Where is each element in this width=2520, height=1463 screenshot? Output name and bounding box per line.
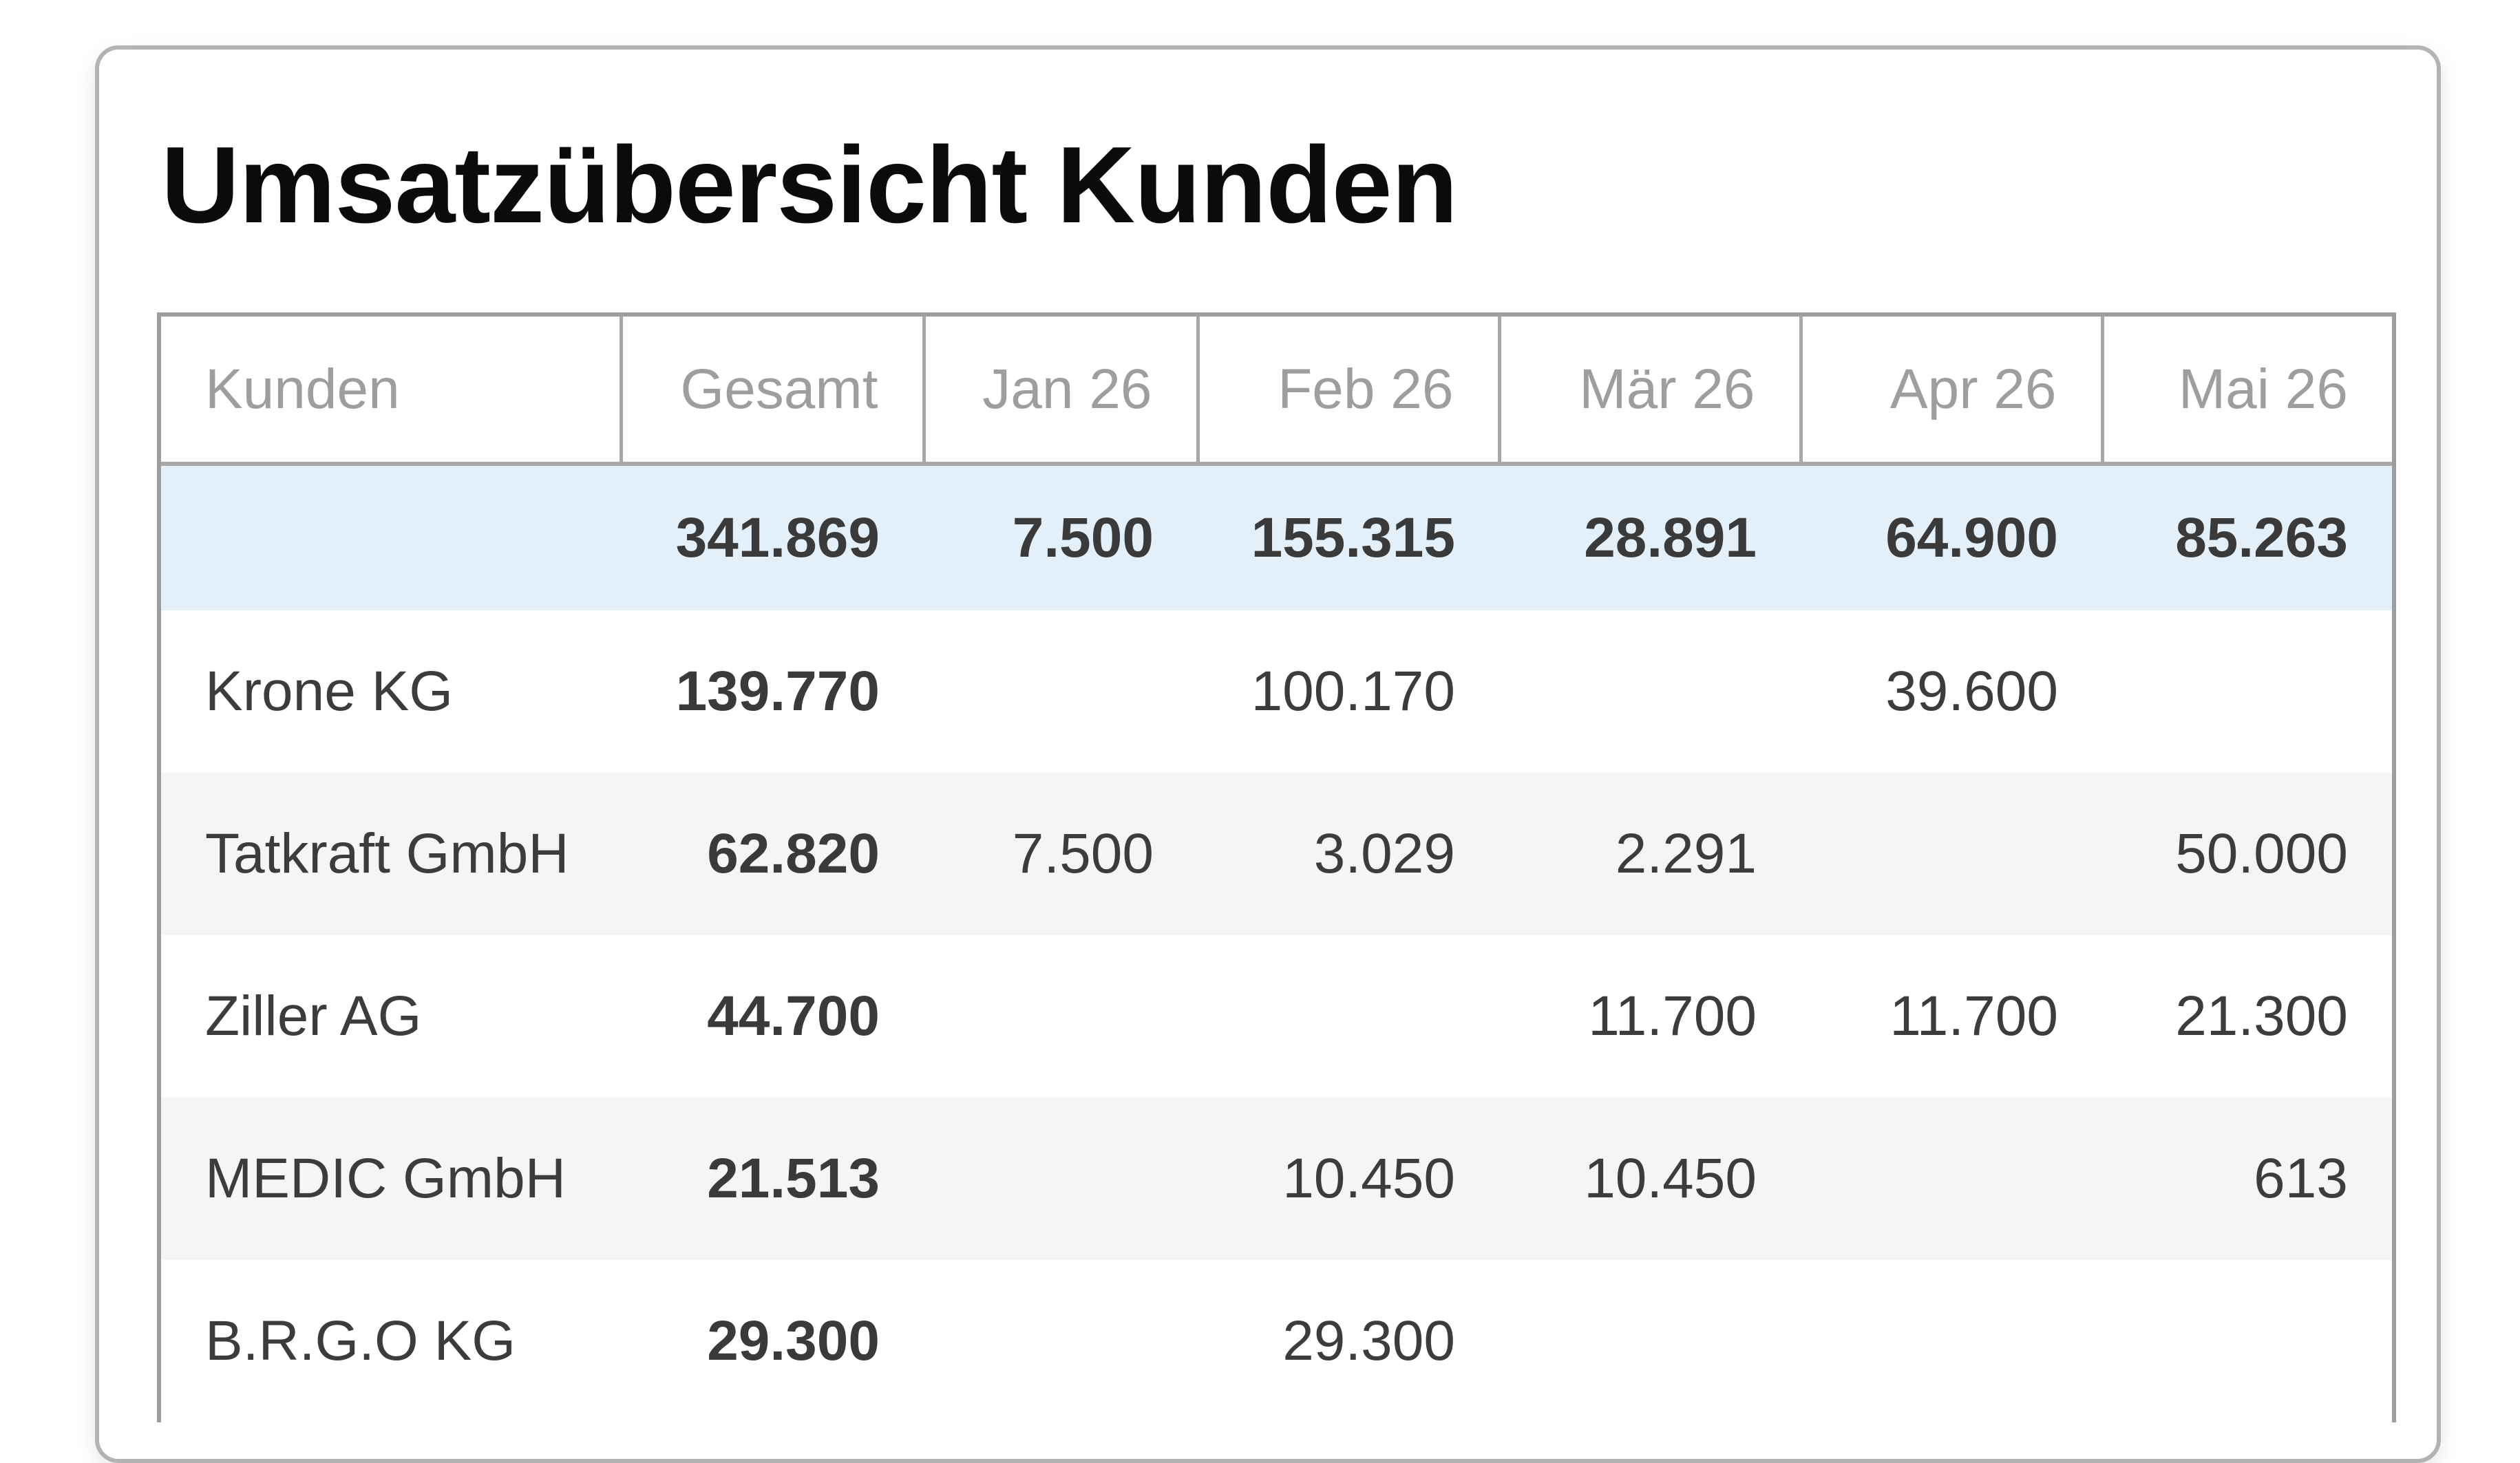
summary-feb: 155.315: [1198, 464, 1499, 610]
customer-name: Tatkraft GmbH: [161, 773, 621, 935]
cell-mar: [1499, 1260, 1801, 1422]
cell-apr: 39.600: [1885, 660, 2058, 723]
table-header: Kunden Gesamt Jan 26 Feb 26 Mär 26 Apr 2…: [161, 317, 2392, 466]
cell-apr: 11.700: [1889, 985, 2058, 1047]
cell-apr: [1801, 1098, 2102, 1260]
cell-mar: 11.700: [1588, 985, 1757, 1047]
cell-feb: 100.170: [1251, 660, 1455, 723]
customer-name: Krone KG: [205, 660, 454, 723]
column-header-apr[interactable]: Apr 26: [1801, 317, 2104, 466]
summary-mar: 28.891: [1499, 464, 1801, 610]
customer-total: 44.700: [707, 985, 880, 1047]
column-header-kunden[interactable]: Kunden: [161, 317, 623, 466]
cell-mai: 613: [2102, 1098, 2392, 1260]
column-header-mar[interactable]: Mär 26: [1499, 317, 1803, 466]
revenue-table-container: Kunden Gesamt Jan 26 Feb 26 Mär 26 Apr 2…: [157, 312, 2396, 1422]
cell-apr: [1801, 773, 2102, 935]
summary-label: [161, 464, 621, 610]
customer-name: Ziller AG: [205, 985, 422, 1047]
header-row: Kunden Gesamt Jan 26 Feb 26 Mär 26 Apr 2…: [161, 317, 2392, 466]
table-row[interactable]: Krone KG 139.770 100.170 39.600: [161, 610, 2392, 773]
cell-mai: [2102, 1260, 2392, 1422]
summary-total: 341.869: [621, 464, 924, 610]
page-title: Umsatzübersicht Kunden: [161, 125, 1458, 246]
cell-jan: [924, 610, 1198, 773]
cell-jan: [924, 1260, 1198, 1422]
summary-jan: 7.500: [924, 464, 1198, 610]
column-header-gesamt[interactable]: Gesamt: [621, 317, 926, 466]
column-header-mai[interactable]: Mai 26: [2102, 317, 2392, 466]
revenue-table: Kunden Gesamt Jan 26 Feb 26 Mär 26 Apr 2…: [161, 317, 2392, 1422]
cell-mai: [2102, 610, 2392, 773]
column-header-feb[interactable]: Feb 26: [1198, 317, 1501, 466]
customer-total: 29.300: [707, 1310, 880, 1372]
table-row[interactable]: MEDIC GmbH 21.513 10.450 10.450 613: [161, 1098, 2392, 1260]
cell-apr: [1801, 1260, 2102, 1422]
cell-mar: 10.450: [1499, 1098, 1801, 1260]
cell-mai: 50.000: [2102, 773, 2392, 935]
summary-row: 341.869 7.500 155.315 28.891 64.900 85.2…: [161, 464, 2392, 610]
cell-jan: [924, 935, 1198, 1098]
cell-mar: [1499, 610, 1801, 773]
summary-mai: 85.263: [2102, 464, 2392, 610]
revenue-card: Umsatzübersicht Kunden Kunden Gesamt Jan…: [95, 45, 2441, 1463]
summary-apr: 64.900: [1801, 464, 2102, 610]
cell-feb: [1198, 935, 1499, 1098]
table-row[interactable]: Ziller AG 44.700 11.700 11.700 21.300: [161, 935, 2392, 1098]
cell-feb: 29.300: [1282, 1310, 1455, 1372]
column-header-jan[interactable]: Jan 26: [924, 317, 1200, 466]
cell-feb: 3.029: [1198, 773, 1499, 935]
customer-total: 21.513: [621, 1098, 924, 1260]
cell-feb: 10.450: [1198, 1098, 1499, 1260]
table-row[interactable]: B.R.G.O KG 29.300 29.300: [161, 1260, 2392, 1422]
customer-total: 139.770: [675, 660, 880, 723]
cell-mar: 2.291: [1499, 773, 1801, 935]
customer-total: 62.820: [621, 773, 924, 935]
table-body: 341.869 7.500 155.315 28.891 64.900 85.2…: [161, 464, 2392, 1422]
cell-jan: 7.500: [924, 773, 1198, 935]
customer-name: B.R.G.O KG: [205, 1310, 516, 1372]
table-row[interactable]: Tatkraft GmbH 62.820 7.500 3.029 2.291 5…: [161, 773, 2392, 935]
cell-mai: 21.300: [2175, 985, 2348, 1047]
customer-name: MEDIC GmbH: [161, 1098, 621, 1260]
cell-jan: [924, 1098, 1198, 1260]
